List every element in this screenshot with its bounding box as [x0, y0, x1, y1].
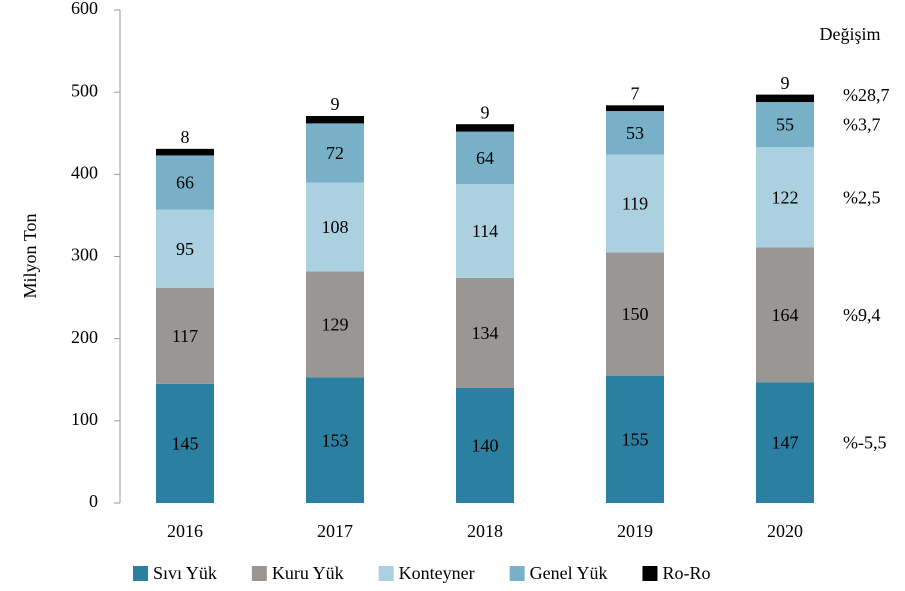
bar-segment	[606, 375, 664, 503]
x-tick-label: 2017	[317, 521, 353, 541]
bar-segment	[456, 387, 514, 503]
legend-swatch	[251, 566, 267, 581]
x-tick-label: 2016	[167, 521, 203, 541]
legend-label: Konteyner	[399, 563, 475, 583]
data-label: 53	[626, 123, 644, 143]
legend-label: Genel Yük	[530, 563, 608, 583]
data-label: 8	[181, 127, 190, 147]
annotation-title: Değişim	[820, 24, 881, 44]
bar-segment	[156, 287, 214, 384]
y-axis-label: Milyon Ton	[20, 214, 40, 299]
bar-segment	[606, 105, 664, 112]
data-label: 9	[331, 94, 340, 114]
legend-label: Ro-Ro	[662, 563, 710, 583]
bar-segment	[456, 277, 514, 388]
bar-segment	[156, 148, 214, 156]
bar-segment	[156, 155, 214, 210]
data-label: 64	[476, 148, 494, 168]
bar-segment	[456, 184, 514, 278]
data-label: 122	[772, 187, 799, 207]
legend-label: Kuru Yük	[272, 563, 344, 583]
change-label: %-5,5	[843, 433, 887, 453]
y-tick-label: 600	[71, 0, 98, 18]
data-label: 114	[472, 221, 498, 241]
data-label: 140	[472, 436, 499, 456]
bar-segment	[306, 271, 364, 378]
change-label: %3,7	[843, 115, 881, 135]
data-label: 7	[631, 83, 640, 103]
legend-swatch	[378, 566, 394, 581]
x-tick-label: 2020	[767, 521, 803, 541]
bar-segment	[156, 209, 214, 288]
legend-swatch	[509, 566, 525, 581]
data-label: 66	[176, 173, 194, 193]
change-label: %28,7	[843, 85, 890, 105]
bar-segment	[756, 382, 814, 503]
bar-segment	[456, 131, 514, 185]
bar-segment	[156, 383, 214, 503]
data-label: 129	[322, 314, 349, 334]
data-label: 164	[772, 305, 799, 325]
bar-segment	[756, 94, 814, 103]
data-label: 9	[781, 73, 790, 93]
y-tick-label: 500	[71, 80, 98, 100]
legend-swatch	[642, 566, 658, 581]
x-tick-label: 2019	[617, 521, 653, 541]
data-label: 150	[622, 304, 649, 324]
data-label: 9	[481, 102, 490, 122]
change-label: %9,4	[843, 305, 881, 325]
data-label: 155	[622, 429, 649, 449]
bar-segment	[606, 111, 664, 155]
data-label: 145	[172, 434, 199, 454]
bar-segment	[756, 147, 814, 248]
data-label: 72	[326, 143, 344, 163]
y-tick-label: 100	[71, 409, 98, 429]
data-label: 119	[622, 194, 648, 214]
bar-segment	[306, 182, 364, 272]
data-label: 134	[472, 323, 499, 343]
y-tick-label: 300	[71, 245, 98, 265]
legend-swatch	[133, 566, 148, 581]
bar-segment	[306, 123, 364, 183]
bar-segment	[456, 124, 514, 132]
legend-label: Sıvı Yük	[153, 563, 217, 583]
bar-segment	[306, 377, 364, 503]
bar-segment	[606, 252, 664, 376]
y-tick-label: 200	[71, 327, 98, 347]
change-label: %2,5	[843, 187, 881, 207]
data-label: 147	[772, 433, 799, 453]
y-tick-label: 400	[71, 162, 98, 182]
data-label: 55	[776, 115, 794, 135]
data-label: 153	[322, 430, 349, 450]
data-label: 117	[172, 326, 198, 346]
data-label: 95	[176, 239, 194, 259]
bar-segment	[606, 154, 664, 253]
bar-segment	[756, 247, 814, 383]
bar-segment	[306, 115, 364, 124]
y-tick-label: 0	[89, 491, 98, 511]
bar-segment	[756, 102, 814, 148]
x-tick-label: 2018	[467, 521, 503, 541]
data-label: 108	[322, 217, 349, 237]
